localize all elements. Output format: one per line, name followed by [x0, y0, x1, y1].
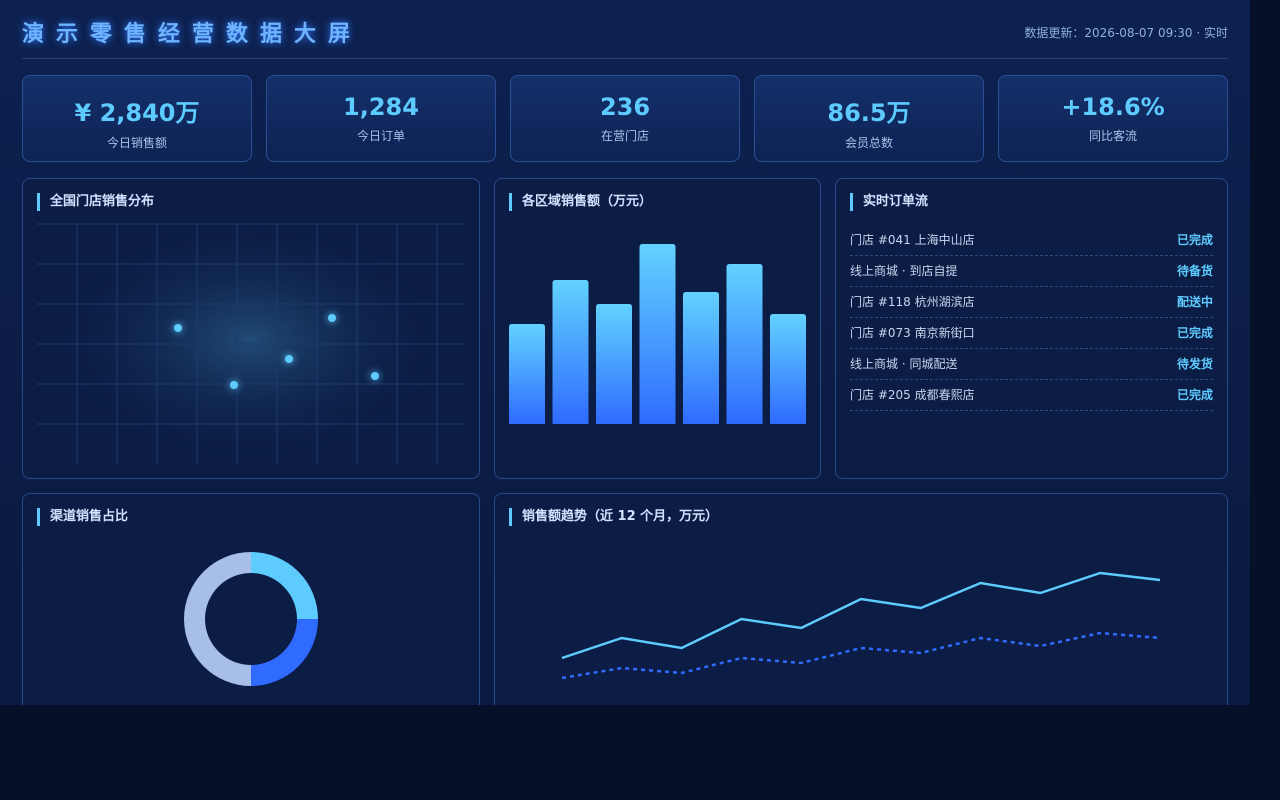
kpi-label: 同比客流	[1088, 129, 1137, 143]
order-text: 门店 #205 成都春熙店	[850, 388, 975, 402]
kpi-card: 86.5万会员总数	[754, 75, 984, 162]
order-text: 线上商城 · 同城配送	[850, 357, 958, 371]
order-text: 门店 #118 杭州湖滨店	[850, 295, 975, 309]
kpi-card: 236 在营门店	[510, 75, 740, 162]
order-status: 待发货	[1176, 357, 1213, 371]
dashboard: 演示零售经营数据大屏 数据更新：2026-08-07 09:30 · 实时 ¥ …	[0, 0, 1250, 705]
donut-panel: 渠道销售占比	[22, 493, 480, 705]
order-row: 门店 #118 杭州湖滨店 配送中	[850, 287, 1213, 318]
divider	[22, 58, 1228, 59]
kpi-label: 在营门店	[600, 129, 649, 143]
line-panel: 销售额趋势（近 12 个月，万元）	[494, 493, 1228, 705]
order-text: 线上商城 · 到店自提	[850, 264, 958, 278]
kpi-value: 1,284	[343, 93, 419, 121]
kpi-value: 86.5万	[827, 99, 911, 127]
order-status: 已完成	[1176, 326, 1213, 340]
order-row: 线上商城 · 到店自提 待备货	[850, 256, 1213, 287]
orders-panel: 实时订单流 门店 #041 上海中山店 已完成 线上商城 · 到店自提 待备货 门店 #…	[835, 178, 1228, 479]
order-text: 门店 #073 南京新街口	[850, 326, 975, 340]
order-status: 已完成	[1176, 388, 1213, 402]
kpi-card: ¥ 2,840万今日销售额	[22, 75, 252, 162]
order-status: 待备货	[1176, 264, 1213, 278]
order-text: 门店 #041 上海中山店	[850, 233, 975, 247]
order-row: 门店 #041 上海中山店 已完成	[850, 225, 1213, 256]
kpi-card: 1,284 今日订单	[266, 75, 496, 162]
kpi-label: 今日销售额	[106, 136, 167, 150]
kpi-label: 会员总数	[844, 136, 893, 150]
panel-title: 各区域销售额（万元）	[509, 193, 652, 211]
kpi-label: 今日订单	[356, 129, 405, 143]
panel-title: 实时订单流	[850, 193, 928, 211]
update-time: 数据更新：2026-08-07 09:30 · 实时	[1024, 26, 1228, 40]
bar-panel: 各区域销售额（万元）	[494, 178, 821, 479]
page-title: 演示零售经营数据大屏	[22, 22, 363, 47]
order-status: 配送中	[1176, 295, 1213, 309]
kpi-value: +18.6%	[1061, 93, 1165, 121]
order-row: 门店 #073 南京新街口 已完成	[850, 318, 1213, 349]
panel-title: 销售额趋势（近 12 个月，万元）	[509, 508, 718, 526]
panel-title: 渠道销售占比	[37, 508, 128, 526]
order-row: 门店 #205 成都春熙店 已完成	[850, 380, 1213, 411]
panel-title: 全国门店销售分布	[37, 193, 154, 211]
order-row: 线上商城 · 同城配送 待发货	[850, 349, 1213, 380]
kpi-value: ¥ 2,840万	[74, 99, 200, 127]
order-status: 已完成	[1176, 233, 1213, 247]
map-panel: 全国门店销售分布	[22, 178, 480, 479]
kpi-value: 236	[599, 93, 651, 121]
kpi-card: +18.6% 同比客流	[998, 75, 1228, 162]
